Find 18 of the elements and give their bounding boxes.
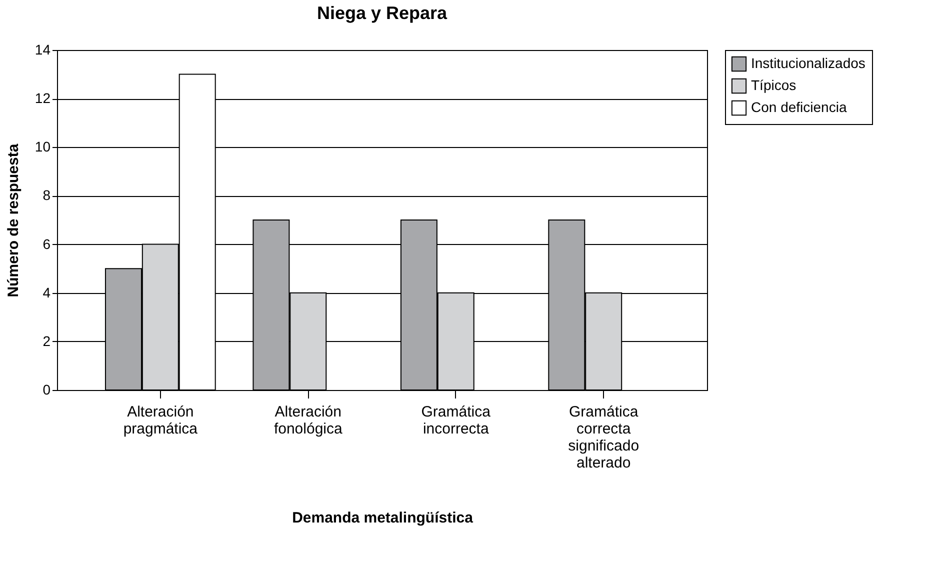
legend-label: Institucionalizados (751, 55, 866, 71)
y-tick-label: 12 (34, 90, 51, 106)
legend-label: Típicos (751, 77, 796, 93)
legend-label: Con deficiencia (751, 99, 847, 115)
x-axis-title: Demanda metalingüística (292, 510, 474, 526)
chart-title: Niega y Repara (316, 3, 448, 23)
y-tick-label: 14 (34, 42, 51, 58)
y-tick-label: 2 (42, 332, 51, 349)
x-tick-label: Alteración pragmática (123, 404, 198, 438)
y-tick-label: 8 (42, 187, 51, 204)
x-tick-label: Alteración fonológica (274, 404, 343, 438)
x-tick-label: Gramática incorrecta (421, 404, 492, 438)
y-tick-label: 10 (34, 138, 51, 155)
y-axis-title: Número de respuesta (4, 143, 22, 298)
y-tick-label: 6 (42, 236, 51, 252)
y-tick-label: 4 (42, 284, 51, 300)
x-tick-label: Gramática correcta significado alterado (568, 404, 640, 472)
y-tick-label: 0 (42, 382, 51, 398)
